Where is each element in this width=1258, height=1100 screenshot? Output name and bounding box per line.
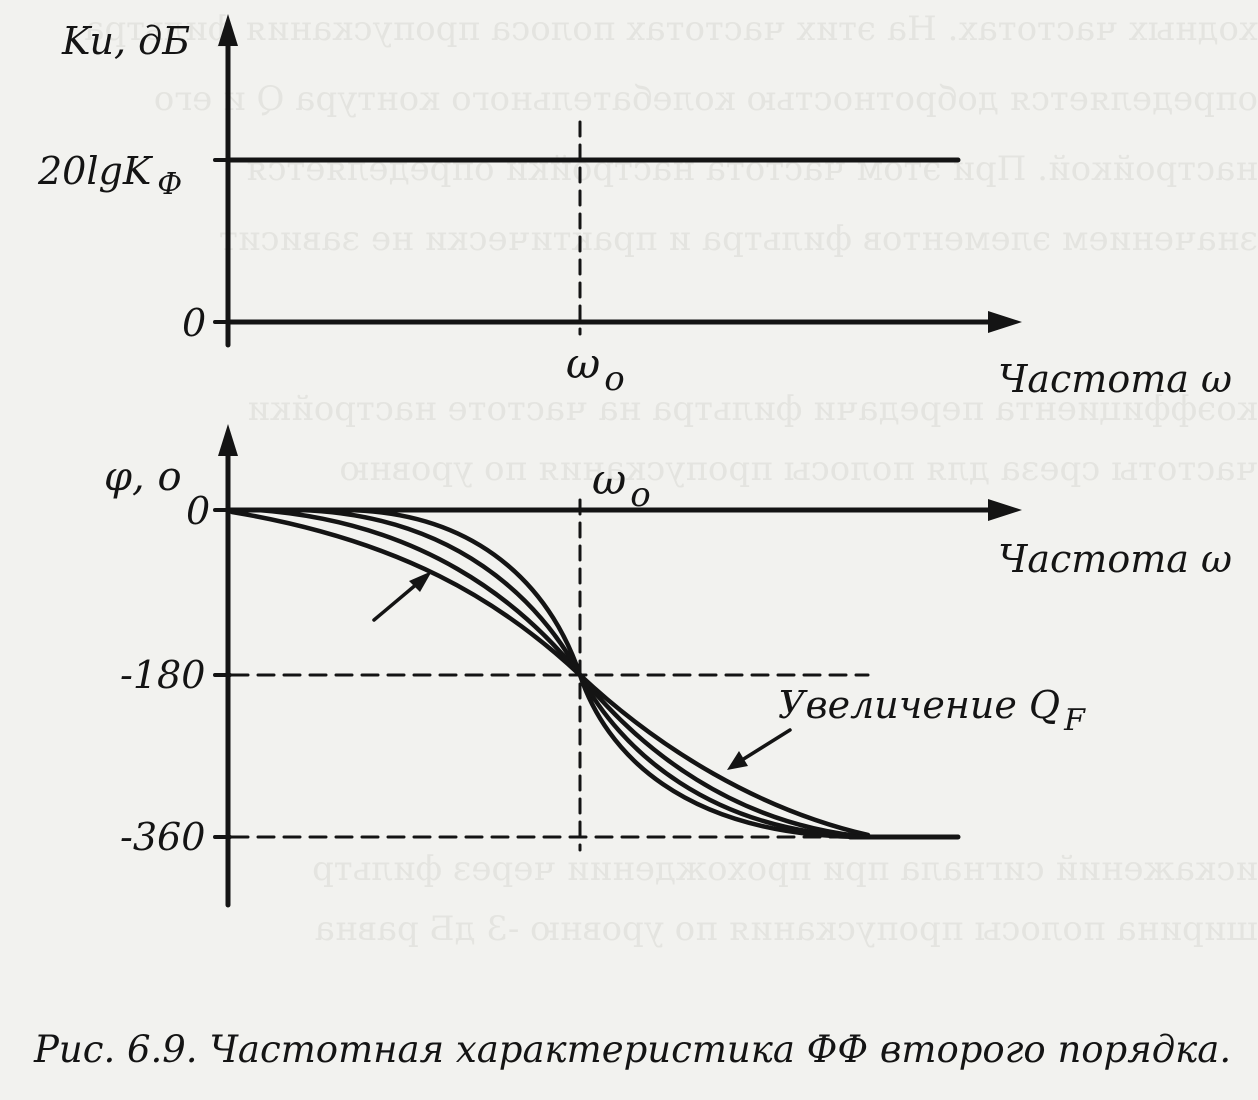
phase-tick-label-0: 0 — [186, 489, 210, 533]
figure-caption: Рис. 6.9. Частотная характеристика ФФ вт… — [33, 1028, 1231, 1071]
q-increase-arrow-right-shaft — [740, 728, 792, 762]
q-increase-arrow-left-shaft — [372, 581, 420, 622]
q-increase-arrow-left-head — [409, 571, 432, 592]
phase-tick-label-minus360: -360 — [120, 815, 205, 859]
phase-y-axis-arrowhead — [218, 424, 238, 456]
passband-level-label: 20lgK Ф — [37, 149, 182, 202]
svg-text:значением элементов фильтра и: значением элементов фильтра и практическ… — [219, 219, 1258, 259]
show-through-text: ходных частотах. На этих частотах полоса… — [84, 9, 1258, 949]
phase-x-axis-label: Частота ω — [998, 537, 1232, 581]
amplitude-y-axis-arrowhead — [218, 14, 238, 46]
amplitude-plot — [213, 14, 1022, 348]
phase-plot — [213, 424, 1022, 908]
amplitude-x-axis-label: Частота ω — [998, 357, 1232, 401]
svg-text:настройкой. При этом частота н: настройкой. При этом частота настройки о… — [246, 149, 1258, 189]
svg-text:коэффициента передачи фильтра: коэффициента передачи фильтра на частоте… — [247, 389, 1258, 429]
phase-x-axis-arrowhead — [988, 499, 1022, 521]
phase-y-axis-label: φ, o — [104, 454, 182, 500]
svg-text:ходных частотах. На этих часто: ходных частотах. На этих частотах полоса… — [84, 9, 1258, 49]
svg-text:частоты среза для полосы пропу: частоты среза для полосы пропускания по … — [340, 449, 1258, 489]
svg-text:определяется добротностью коле: определяется добротностью колебательного… — [154, 79, 1258, 119]
phase-tick-label-minus180: -180 — [120, 653, 205, 697]
amplitude-x-axis-arrowhead — [988, 311, 1022, 333]
q-increase-arrow-right-head — [727, 751, 748, 770]
amplitude-y-axis-label: Ku, дБ — [61, 19, 190, 63]
phase-curve-q4 — [342, 507, 871, 840]
svg-text:ширина полосы пропускания по у: ширина полосы пропускания по уровню -3 д… — [315, 909, 1258, 949]
svg-text:искажений сигнала при прохожде: искажений сигнала при прохождении через … — [312, 849, 1258, 889]
amplitude-zero-label: 0 — [182, 301, 206, 345]
